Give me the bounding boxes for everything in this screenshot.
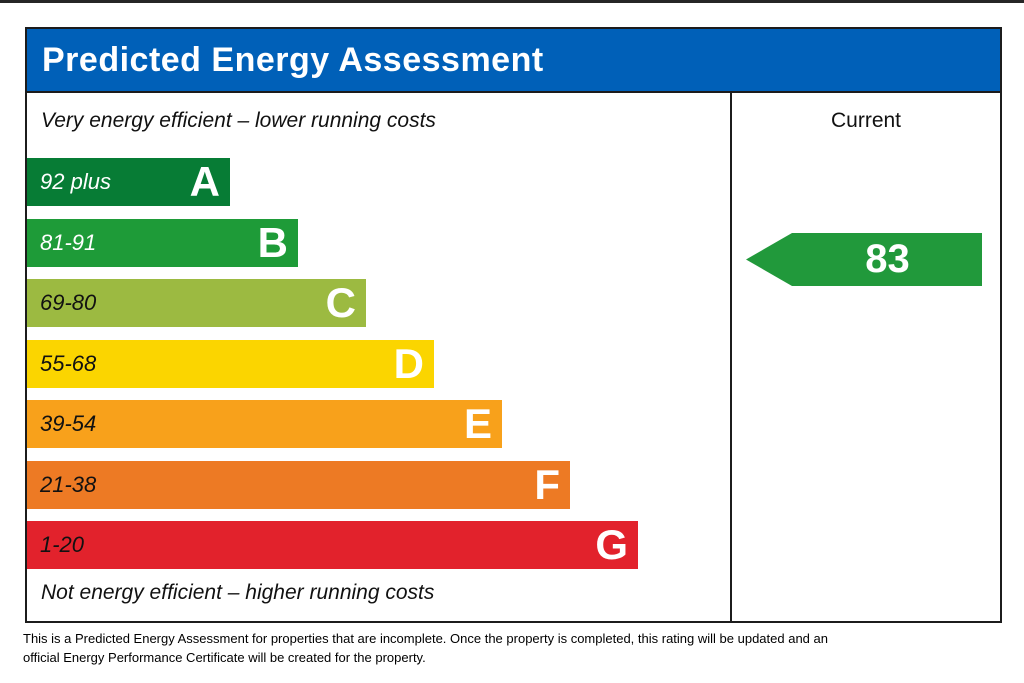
current-rating-arrow: 83 <box>746 232 983 287</box>
band-letter: A <box>189 158 220 205</box>
bottom-caption: Not energy efficient – higher running co… <box>41 581 435 604</box>
band-letter: E <box>463 400 492 447</box>
rating-band: 92 plus A <box>27 158 230 206</box>
rating-band: 69-80 C <box>27 279 366 327</box>
band-letter: F <box>534 460 560 508</box>
band-letter: C <box>325 279 356 326</box>
current-column-header: Current <box>830 109 902 132</box>
rating-bands: 92 plus A 81-91 B 69-80 C 55-68 D 39-54 … <box>27 158 730 582</box>
band-range-label: 55-68 <box>40 350 97 376</box>
band-range-label: 1-20 <box>40 532 85 557</box>
page-title: Predicted Energy Assessment <box>42 40 544 79</box>
footer-line-2: official Energy Performance Certificate … <box>23 650 426 665</box>
rating-band: 39-54 E <box>27 400 502 448</box>
band-range-label: 92 plus <box>40 169 111 194</box>
current-rating-value: 83 <box>865 237 910 281</box>
rating-band: 55-68 D <box>27 339 434 388</box>
band-letter: B <box>257 218 288 266</box>
band-range-label: 39-54 <box>40 411 97 436</box>
rating-band: 81-91 B <box>27 218 298 267</box>
band-range-label: 81-91 <box>40 229 97 255</box>
rating-band: 21-38 F <box>27 460 570 509</box>
top-divider <box>0 0 1024 3</box>
top-caption: Very energy efficient – lower running co… <box>41 109 436 132</box>
left-arrow-icon <box>746 233 982 286</box>
band-letter: D <box>393 339 424 387</box>
current-column: Current 83 <box>730 93 1000 621</box>
band-range-label: 69-80 <box>40 290 97 315</box>
panel-header: Predicted Energy Assessment <box>27 29 1000 93</box>
rating-scale: Very energy efficient – lower running co… <box>27 93 730 621</box>
band-range-label: 21-38 <box>40 471 97 497</box>
panel-body: Very energy efficient – lower running co… <box>27 93 1000 621</box>
footer-line-1: This is a Predicted Energy Assessment fo… <box>23 631 828 646</box>
footer-note: This is a Predicted Energy Assessment fo… <box>23 629 983 667</box>
band-letter: G <box>595 521 628 568</box>
rating-band: 1-20 G <box>27 521 638 569</box>
assessment-panel: Predicted Energy Assessment Very energy … <box>25 27 1002 623</box>
